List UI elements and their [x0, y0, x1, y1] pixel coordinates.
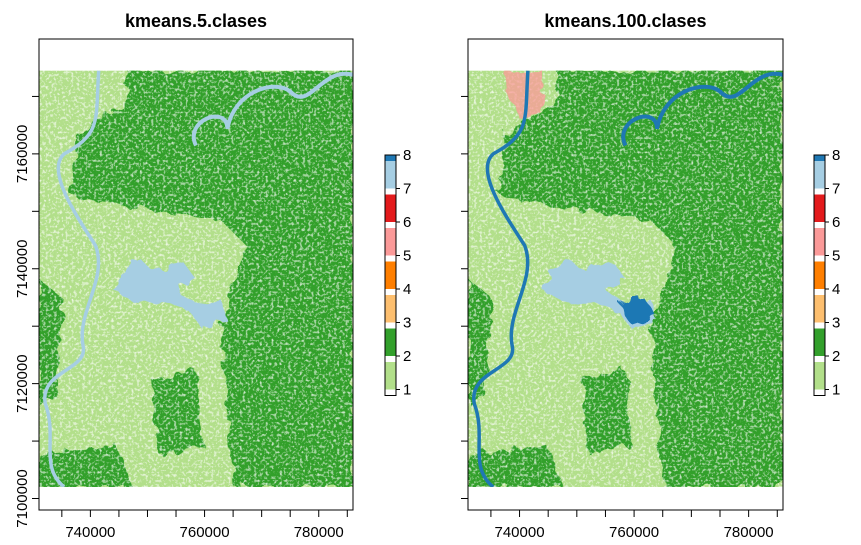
y-tick-label: 7140000 — [14, 240, 31, 298]
legend-frame — [813, 154, 826, 396]
map-panel-kmeans-100: kmeans.100.clases 740000 760000 780000 1 2 3 4 5… — [461, 11, 840, 541]
x-tick-label: 760000 — [609, 524, 659, 541]
legend-swatch-6 — [814, 194, 825, 222]
panel-title: kmeans.100.clases — [544, 11, 706, 31]
legend-label: 4 — [832, 281, 840, 298]
legend-label: 8 — [403, 147, 411, 164]
x-tick-label: 740000 — [495, 524, 545, 541]
legend-label: 6 — [832, 214, 840, 231]
map-panel-kmeans-5: kmeans.5.clases 740000 760000 780000 7100000… — [14, 11, 411, 541]
legend-swatch-2 — [814, 328, 825, 356]
reservoir-deep — [619, 295, 657, 325]
legend-swatch-8 — [385, 155, 396, 161]
y-tick-label: 7160000 — [14, 125, 31, 183]
reservoir — [114, 258, 228, 329]
x-tick-label: 780000 — [294, 524, 344, 541]
legend-swatch-5 — [814, 228, 825, 256]
legend-frame — [384, 154, 397, 396]
y-tick-label: 7100000 — [14, 469, 31, 527]
x-tick-label: 780000 — [724, 524, 774, 541]
river-channel — [43, 70, 101, 488]
legend-swatch-7 — [385, 161, 396, 189]
legend-label: 6 — [403, 214, 411, 231]
legend-label: 4 — [403, 281, 411, 298]
legend-swatch-7 — [814, 161, 825, 189]
legend-swatch-1 — [385, 362, 396, 390]
legend-label: 1 — [403, 382, 411, 399]
legend-label: 7 — [403, 181, 411, 198]
legend-label: 1 — [832, 382, 840, 399]
upper-river — [621, 71, 783, 147]
legend-swatch-4 — [814, 261, 825, 289]
y-tick-label: 7120000 — [14, 354, 31, 412]
legend-swatch-3 — [385, 295, 396, 323]
legend-gap — [385, 389, 396, 423]
legend-swatch-8 — [814, 155, 825, 161]
legend-swatch-2 — [385, 328, 396, 356]
class-5-area — [505, 70, 544, 121]
legend-swatch-3 — [814, 295, 825, 323]
x-tick-label: 740000 — [65, 524, 115, 541]
legend-swatch-1 — [814, 362, 825, 390]
legend-label: 5 — [403, 248, 411, 265]
raster-image — [468, 70, 783, 488]
legend-label: 3 — [403, 315, 411, 332]
legend-label: 5 — [832, 248, 840, 265]
legend-label: 8 — [832, 147, 840, 164]
legend-swatch-6 — [385, 194, 396, 222]
upper-river — [191, 71, 353, 147]
river-channel — [472, 70, 530, 488]
legend-swatch-4 — [385, 261, 396, 289]
raster-image — [39, 70, 353, 488]
legend-label: 2 — [403, 348, 411, 365]
legend-label: 2 — [832, 348, 840, 365]
legend-label: 3 — [832, 315, 840, 332]
legend-swatch-5 — [385, 228, 396, 256]
legend-gap — [814, 389, 825, 423]
legend-label: 7 — [832, 181, 840, 198]
panel-title: kmeans.5.clases — [125, 11, 267, 31]
x-tick-label: 760000 — [180, 524, 230, 541]
